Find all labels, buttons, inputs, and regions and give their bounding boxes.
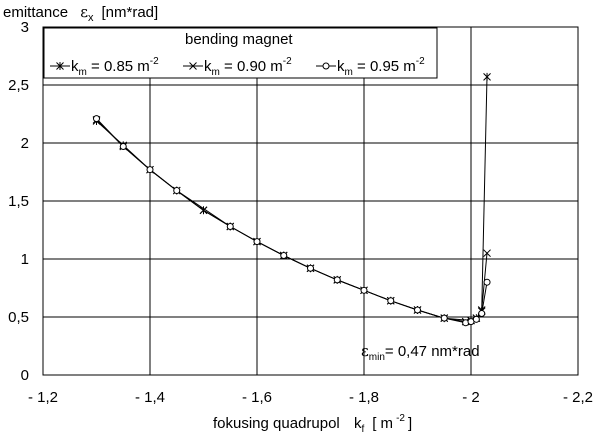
y-tick-labels: 0 0,5 1 1,5 2 2,5 3 <box>8 19 29 384</box>
data-point <box>146 166 154 174</box>
data-point <box>483 72 491 81</box>
x-tick-label: - 2 <box>462 389 480 406</box>
data-point <box>280 252 288 260</box>
legend-marker <box>322 62 330 70</box>
y-tick-label: 1 <box>21 251 29 268</box>
x-tick-label: - 1,2 <box>28 389 58 406</box>
legend-box <box>43 27 438 79</box>
data-point <box>472 315 480 323</box>
legend-label: km = 0.95 m-2 <box>337 56 425 78</box>
data-point <box>119 142 127 150</box>
legend-entry: km = 0.95 m-2 <box>316 56 425 78</box>
data-point <box>478 310 486 318</box>
data-point <box>226 223 234 231</box>
x-tick-label: - 1,8 <box>349 389 379 406</box>
data-point <box>199 206 208 215</box>
data-point <box>333 276 341 284</box>
series-layer <box>92 72 491 327</box>
emittance-min-annotation: εmin= 0,47 nm*rad <box>361 342 480 363</box>
legend: bending magnet km = 0.85 m-2 km = 0.90 m-… <box>43 27 438 79</box>
grid-lines <box>43 27 578 375</box>
series-circle <box>93 115 491 327</box>
legend-title: bending magnet <box>185 31 293 48</box>
x-axis-label: fokusing quadrupol kf[ m -2] <box>213 413 412 435</box>
data-point <box>93 115 100 123</box>
x-tick-label: - 1,6 <box>242 389 272 406</box>
legend-label: km = 0.85 m-2 <box>71 56 159 78</box>
legend-marker <box>189 62 197 70</box>
data-point <box>253 238 261 246</box>
data-point <box>483 249 491 258</box>
y-tick-label: 2,5 <box>8 77 29 94</box>
y-tick-label: 3 <box>21 19 29 36</box>
data-point <box>173 187 181 195</box>
y-axis-label: emittance εx [nm*rad] <box>3 3 158 24</box>
legend-entry: km = 0.85 m-2 <box>50 56 159 78</box>
legend-marker <box>56 62 64 70</box>
x-tick-labels: - 1,2 - 1,4 - 1,6 - 1,8 - 2 - 2,2 <box>28 389 593 406</box>
legend-entry: km = 0.90 m-2 <box>183 56 292 78</box>
data-point <box>360 286 368 294</box>
y-tick-label: 2 <box>21 135 29 152</box>
data-point <box>440 314 448 322</box>
data-point <box>307 264 314 272</box>
legend-entries: km = 0.85 m-2 km = 0.90 m-2 km = 0.95 m-2 <box>50 56 425 78</box>
y-tick-label: 0,5 <box>8 309 29 326</box>
data-point <box>414 306 421 314</box>
x-tick-label: - 1,4 <box>135 389 165 406</box>
x-tick-label: - 2,2 <box>563 389 593 406</box>
legend-label: km = 0.90 m-2 <box>204 56 292 78</box>
data-point <box>483 278 491 286</box>
data-point <box>387 297 395 305</box>
y-tick-label: 1,5 <box>8 193 29 210</box>
y-tick-label: 0 <box>21 367 29 384</box>
